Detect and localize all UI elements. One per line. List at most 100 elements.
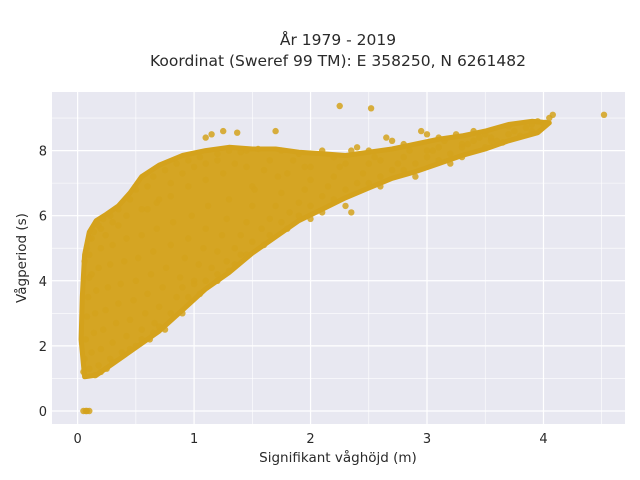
- scatter-point: [147, 271, 155, 278]
- scatter-point: [324, 183, 332, 190]
- scatter-point: [97, 245, 105, 252]
- scatter-point: [505, 131, 512, 138]
- x-axis-title: Signifikant våghöjd (m): [259, 449, 417, 466]
- scatter-point: [204, 202, 212, 210]
- scatter-point: [441, 137, 448, 144]
- scatter-point: [142, 310, 149, 317]
- scatter-point: [132, 277, 140, 284]
- scatter-point: [196, 290, 204, 297]
- scatter-point: [377, 183, 384, 190]
- scatter-point: [336, 163, 343, 171]
- scatter-point: [81, 258, 88, 265]
- x-tick-label: 0: [73, 432, 81, 447]
- scatter-point: [190, 280, 198, 288]
- scatter-point: [138, 336, 145, 343]
- scatter-point: [93, 219, 100, 226]
- scatter-point: [93, 287, 100, 294]
- scatter-point: [336, 102, 343, 110]
- scatter-point: [447, 150, 454, 157]
- scatter-point: [365, 160, 372, 167]
- x-tick-label: 3: [423, 432, 431, 447]
- scatter-point: [202, 160, 209, 167]
- grid-lines: [52, 92, 625, 424]
- scatter-point: [107, 261, 114, 268]
- x-tick-label: 2: [306, 432, 314, 447]
- scatter-point: [258, 225, 265, 232]
- scatter-point: [412, 173, 419, 180]
- scatter-point: [470, 137, 477, 144]
- scatter-point: [179, 310, 186, 317]
- scatter-point: [231, 261, 238, 268]
- scatter-point: [600, 111, 608, 119]
- scatter-point: [423, 147, 431, 154]
- scatter-point: [249, 202, 256, 210]
- scatter-point: [135, 254, 142, 262]
- y-axis-title: Vågperiod (s): [13, 213, 30, 303]
- scatter-point: [400, 140, 407, 148]
- scatter-point: [278, 219, 285, 226]
- scatter-point: [195, 261, 202, 268]
- scatter-point: [130, 297, 137, 304]
- scatter-point: [144, 290, 151, 297]
- scatter-point: [272, 127, 279, 135]
- scatter-point: [249, 238, 256, 245]
- scatter-point: [126, 196, 134, 203]
- scatter-point: [118, 349, 126, 356]
- scatter-point: [208, 264, 215, 271]
- scatter-point: [528, 127, 535, 135]
- scatter-point: [153, 225, 160, 232]
- scatter-point: [167, 241, 174, 249]
- scatter-point: [482, 131, 489, 138]
- scatter-point: [202, 134, 209, 141]
- scatter-point: [162, 264, 170, 271]
- scatter-point: [82, 407, 90, 415]
- scatter-point: [284, 225, 291, 232]
- scatter-point: [243, 163, 250, 171]
- scatter-point: [109, 359, 116, 366]
- scatter-point: [190, 163, 198, 171]
- scatter-point: [220, 170, 227, 177]
- scatter-point: [458, 140, 466, 148]
- scatter-point: [220, 127, 227, 135]
- scatter-point: [88, 271, 95, 278]
- scatter-point: [126, 345, 134, 353]
- scatter-point: [214, 150, 221, 157]
- scatter-point: [109, 241, 116, 249]
- scatter-point: [243, 219, 250, 226]
- scatter-point: [452, 131, 460, 138]
- scatter-point: [458, 153, 466, 161]
- scatter-point: [400, 166, 407, 174]
- scatter-point: [202, 277, 209, 284]
- x-tick-labels: 0 1 2 3 4: [73, 432, 547, 447]
- scatter-point: [278, 147, 285, 154]
- scatter-point: [102, 306, 109, 314]
- scatter-point: [505, 123, 512, 130]
- scatter-point: [470, 127, 477, 135]
- scatter-point: [499, 139, 506, 146]
- scatter-point: [342, 202, 349, 210]
- x-tick-label: 4: [539, 432, 547, 447]
- scatter-point: [181, 254, 188, 262]
- scatter-point: [155, 303, 163, 310]
- scatter-point: [295, 212, 303, 219]
- scatter-point: [97, 345, 105, 353]
- scatter-point: [202, 176, 209, 184]
- scatter-point: [225, 147, 233, 154]
- scatter-point: [289, 157, 297, 164]
- scatter-point: [412, 160, 419, 167]
- scatter-point: [179, 284, 186, 291]
- scatter-point: [112, 319, 120, 327]
- scatter-point: [109, 219, 116, 226]
- scatter-point: [359, 170, 367, 177]
- scatter-point: [301, 163, 308, 171]
- scatter-point: [83, 245, 91, 252]
- scatter-point: [266, 232, 273, 239]
- scatter-point: [272, 202, 279, 210]
- scatter-point: [185, 183, 192, 190]
- scatter-point: [435, 134, 442, 141]
- scatter-points: [78, 102, 608, 415]
- scatter-point: [132, 342, 140, 350]
- scatter-point: [109, 339, 116, 346]
- scatter-point: [225, 267, 233, 275]
